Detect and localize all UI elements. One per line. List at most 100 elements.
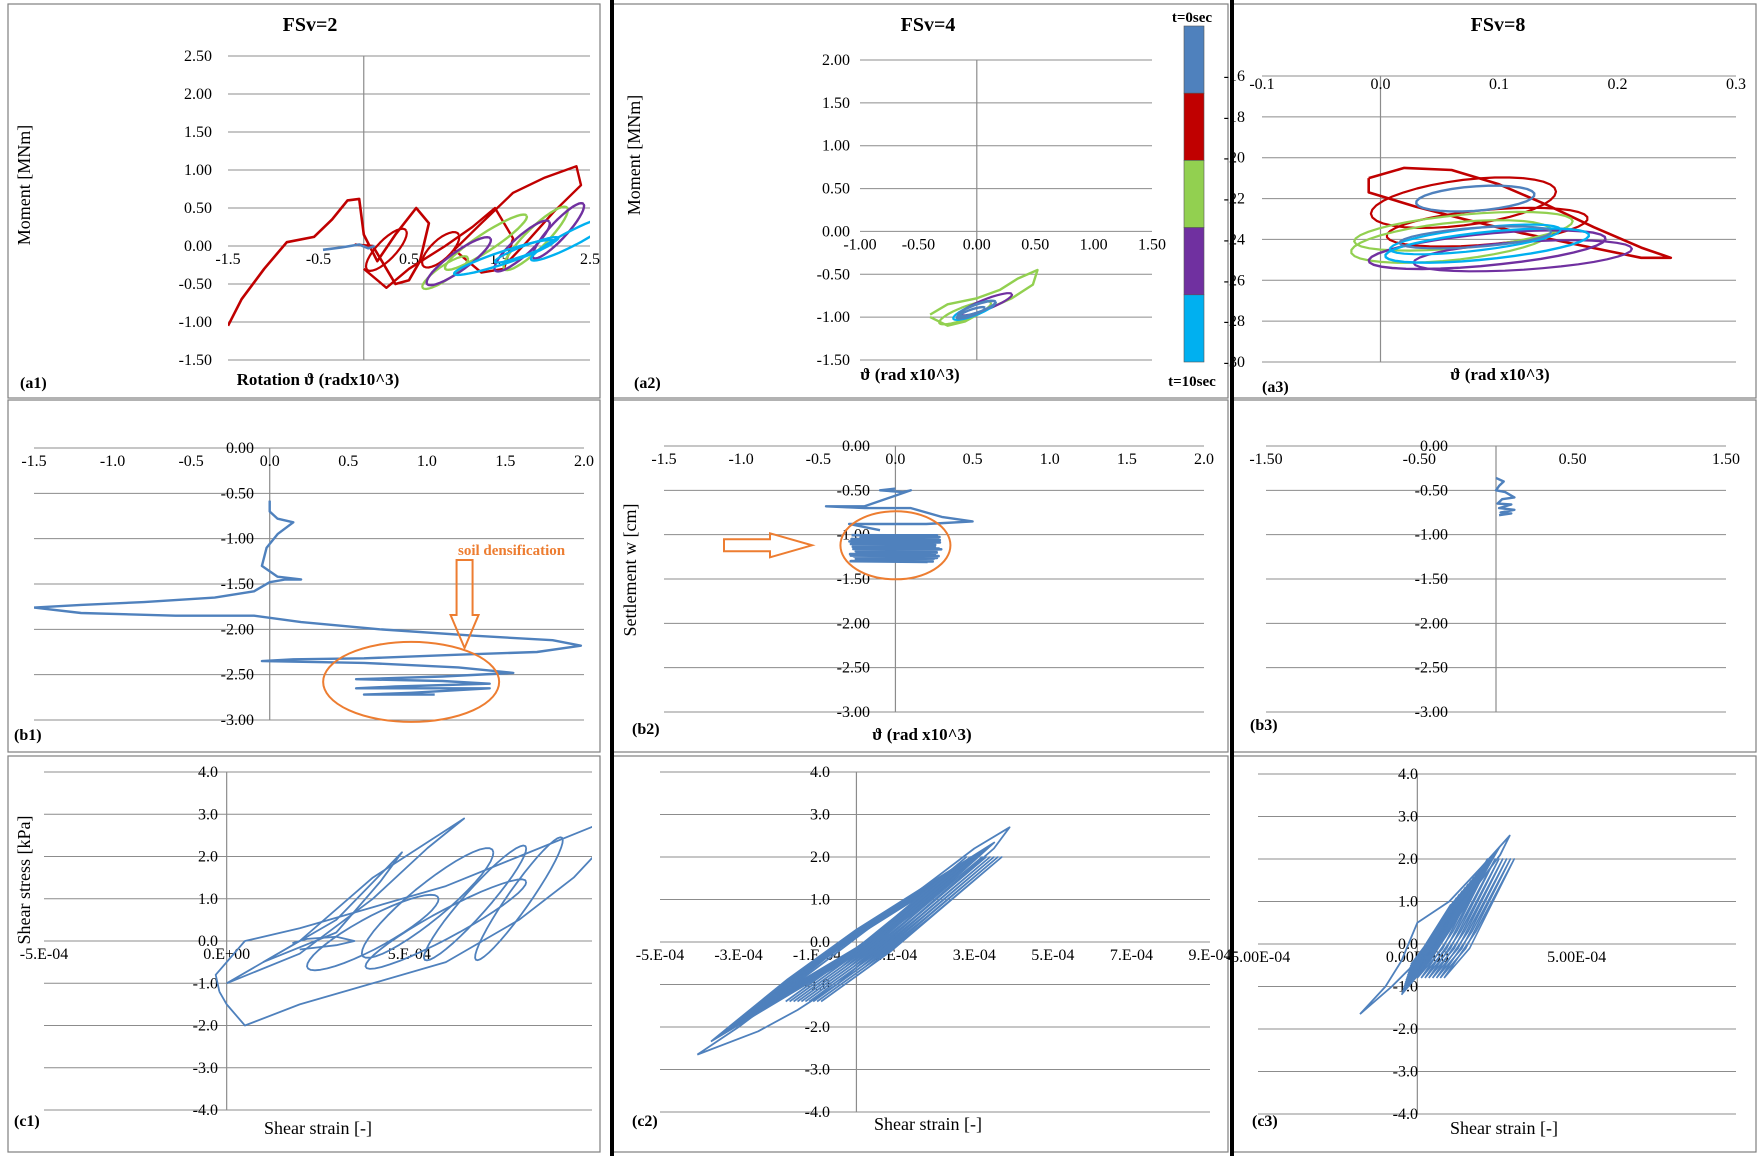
trace-red <box>1369 176 1558 229</box>
panel-label-a3: (a3) <box>1262 379 1289 396</box>
y-tick-label: -2.50 <box>221 667 254 684</box>
y-tick-label: -1.50 <box>837 571 870 588</box>
x-tick-label: 0.1 <box>1489 76 1509 93</box>
hysteresis-loop <box>789 856 972 1003</box>
y-tick-label: -0.50 <box>837 482 870 499</box>
column-title-fsv4: FSv=4 <box>901 14 956 36</box>
y-tick-label: 4.0 <box>1398 766 1418 783</box>
y-tick-label: -20 <box>1224 150 1245 167</box>
y-tick-label: -2.0 <box>193 1018 218 1035</box>
panel-frame <box>611 3 1229 399</box>
y-tick-label: 1.00 <box>822 138 850 155</box>
hysteresis-loop <box>800 856 983 1003</box>
column-title-fsv2: FSv=2 <box>283 14 338 36</box>
y-tick-label: -26 <box>1224 272 1245 289</box>
x-tick-label: 0.0 <box>885 451 905 468</box>
y-tick-label: -1.50 <box>1415 571 1448 588</box>
hysteresis-loop <box>423 844 528 962</box>
panel-label-c3: (c3) <box>1252 1113 1278 1130</box>
trace-cyan <box>493 236 560 264</box>
x-tick-label: 1.0 <box>1040 451 1060 468</box>
y-tick-label: -0.50 <box>817 266 850 283</box>
y-axis-label-c1: Shear stress [kPa] <box>14 816 34 945</box>
chart-c2: -4.0-3.0-2.0-1.00.01.02.03.04.0-5.E-04 -3… <box>632 764 1232 1134</box>
hysteresis-loop <box>292 935 356 951</box>
x-tick-label: 0.5 <box>338 453 358 470</box>
column-title-fsv8: FSv=8 <box>1471 14 1526 36</box>
trace-blue <box>1398 225 1553 250</box>
trace-red <box>364 227 408 272</box>
panel-frame <box>7 755 601 1153</box>
panel-frame <box>1231 3 1757 399</box>
y-tick-label: -3.00 <box>1415 704 1448 721</box>
y-tick-label: -0.50 <box>1415 482 1448 499</box>
y-tick-label: -4.0 <box>805 1104 830 1121</box>
densification-arrow <box>723 531 816 559</box>
x-tick-label: -1.0 <box>100 453 125 470</box>
y-tick-label: -4.0 <box>1393 1106 1418 1123</box>
y-tick-label: 1.0 <box>1398 894 1418 911</box>
x-axis-label-a1: Rotation ϑ (radx10^3) <box>237 370 400 389</box>
y-tick-label: 0.00 <box>1420 438 1448 455</box>
y-tick-label: 0.00 <box>184 238 212 255</box>
chart-b2: -3.00-2.50-2.00-1.50-1.00-0.500.00-1.5 -1… <box>620 438 1214 744</box>
y-tick-label: -1.50 <box>817 352 850 369</box>
x-tick-label: 3.E-04 <box>953 947 996 964</box>
trace-purple <box>425 236 493 287</box>
chart-c1: -4.0 -3.0 -2.0 -1.0 0.0 1.0 2.0 3.0 4.0 -5.E-04 0.… <box>14 764 592 1138</box>
hysteresis-loop <box>808 856 991 1003</box>
x-tick-label: -1.5 <box>21 453 46 470</box>
x-tick-label: 5.E-04 <box>388 946 431 963</box>
settlement-trace <box>824 487 974 532</box>
hysteresis-loop <box>816 856 999 1003</box>
y-tick-label: -2.0 <box>1393 1021 1418 1038</box>
y-tick-label: -0.50 <box>221 485 254 502</box>
chart-b3: -3.00-2.50-2.00-1.50-1.00-0.500.00-1.50-… <box>1249 438 1740 734</box>
chart-a3: -30 -28 -26 -24 -22 -20 -18 -16 -0.1 0.0 0.1 0.2 0.3… <box>1224 68 1746 396</box>
x-axis-label-a3: ϑ (rad x10^3) <box>1450 365 1549 384</box>
panel-frame <box>7 3 601 399</box>
chart-c3: -4.0-3.0-2.0-1.00.01.02.03.04.0-5.00E-04… <box>1226 766 1736 1138</box>
trace-blue <box>1415 184 1536 213</box>
x-tick-label: 1.5 <box>495 453 515 470</box>
y-tick-label: -2.00 <box>1415 615 1448 632</box>
trace-purple <box>1367 229 1607 271</box>
chart-a2: -1.50 -1.00 -0.50 0.00 0.50 1.00 1.50 2.00 -1.00… <box>624 52 1166 392</box>
y-tick-label: 2.0 <box>810 849 830 866</box>
panel-frame <box>1231 755 1757 1153</box>
x-tick-label: 0.00 <box>963 236 991 253</box>
x-axis-label-c2: Shear strain [-] <box>874 1114 982 1134</box>
panel-label-b2: (b2) <box>632 721 660 738</box>
y-tick-label: 1.0 <box>198 891 218 908</box>
x-tick-label: -0.5 <box>306 251 331 268</box>
panel-label-b3: (b3) <box>1250 717 1278 734</box>
settlement-trace <box>1494 476 1516 517</box>
x-tick-label: -1.5 <box>215 251 240 268</box>
x-tick-label: 1.5 <box>1117 451 1137 468</box>
y-tick-label: 1.50 <box>822 95 850 112</box>
hysteresis-loop <box>797 856 980 1003</box>
x-tick-label: 2.0 <box>574 453 594 470</box>
panel-label-c1: (c1) <box>14 1113 40 1130</box>
panel-label-b1: (b1) <box>14 727 42 744</box>
panel-frame <box>7 399 601 753</box>
x-tick-label: 0.5 <box>399 251 419 268</box>
y-tick-label: 4.0 <box>810 764 830 781</box>
y-tick-label: 0.00 <box>822 223 850 240</box>
hysteresis-loop <box>793 856 976 1003</box>
hysteresis-loop <box>820 856 1003 1003</box>
x-tick-label: -5.E-04 <box>20 946 68 963</box>
y-tick-label: -1.50 <box>221 576 254 593</box>
y-tick-label: -1.00 <box>221 531 254 548</box>
x-tick-label: -0.50 <box>1403 451 1436 468</box>
soil-densification-label: soil densification <box>458 543 566 559</box>
x-tick-label: 0.E+00 <box>203 946 250 963</box>
x-tick-label: 1.50 <box>1712 451 1740 468</box>
densification-arrow <box>449 559 481 651</box>
x-tick-label: -1.5 <box>651 451 676 468</box>
x-tick-label: 5.00E-04 <box>1547 949 1606 966</box>
trace-red <box>228 197 431 327</box>
y-tick-label: 1.50 <box>184 124 212 141</box>
y-tick-label: 0.50 <box>184 200 212 217</box>
y-tick-label: -1.00 <box>817 309 850 326</box>
